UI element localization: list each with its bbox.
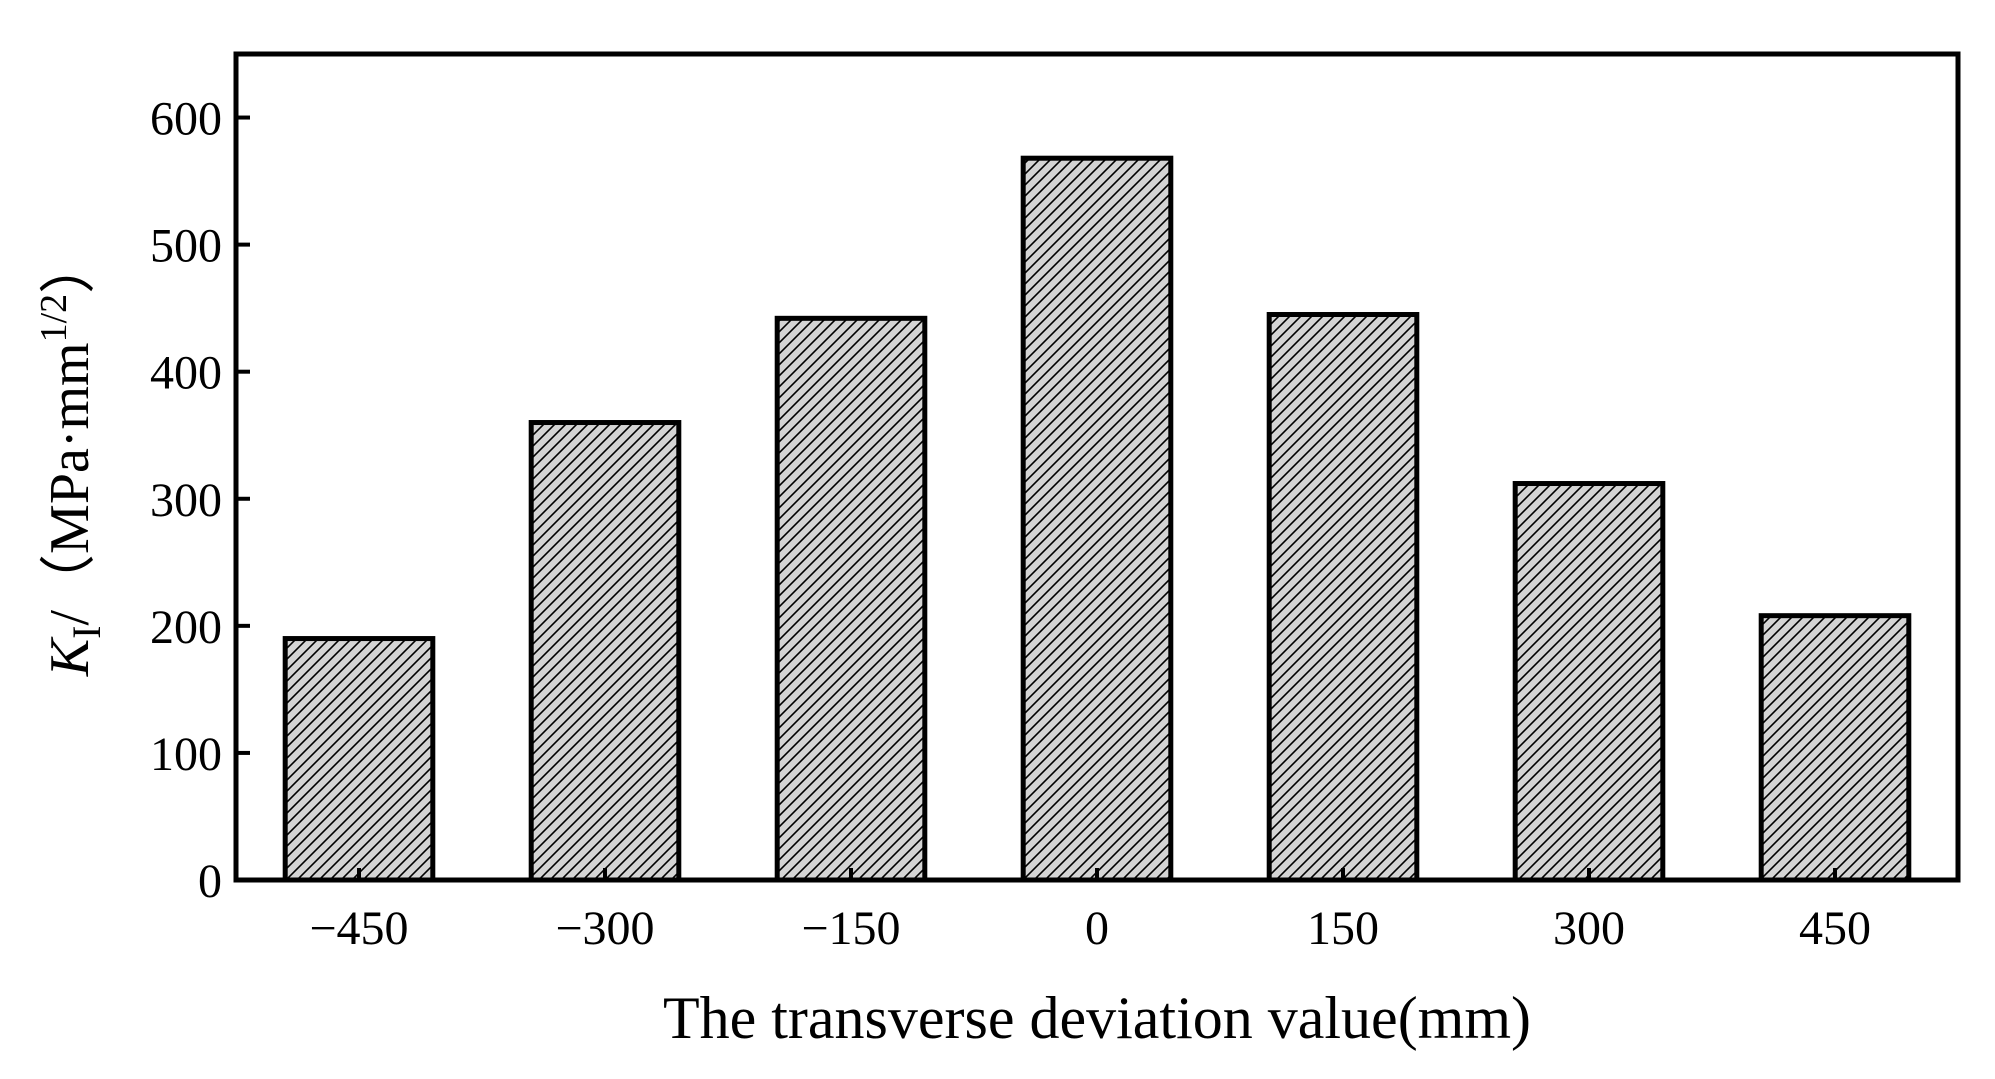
y-axis-unit-superscript: 1/2 <box>33 294 75 343</box>
y-tick-label-4: 400 <box>150 347 222 400</box>
y-tick-label-5: 500 <box>150 220 222 273</box>
x-tick-label-0: −450 <box>309 902 408 955</box>
y-tick-label-6: 600 <box>150 93 222 146</box>
bars-layer <box>282 155 1912 883</box>
bar-5 <box>1512 481 1666 883</box>
y-axis-title: KI/（MPa·mm1/2） <box>33 238 109 677</box>
y-axis-subscript: I <box>64 626 109 639</box>
bar-1 <box>528 420 682 883</box>
x-tick-label-6: 450 <box>1799 902 1871 955</box>
x-tick-label-3: 0 <box>1085 902 1109 955</box>
x-tick-label-5: 300 <box>1553 902 1625 955</box>
bar-2 <box>774 315 928 883</box>
bar-4 <box>1266 312 1420 883</box>
bar-3 <box>1020 155 1174 883</box>
plot-frame <box>233 51 1961 883</box>
y-tick-label-3: 300 <box>150 474 222 527</box>
bar-0 <box>282 636 436 883</box>
x-axis-ticks: −450 −300 −150 0 150 300 450 <box>309 868 1871 955</box>
y-tick-label-0: 0 <box>198 855 222 908</box>
bar-6 <box>1758 613 1912 883</box>
y-axis-ticks: 0 100 200 300 400 500 600 <box>150 93 250 908</box>
x-axis-title: The transverse deviation value(mm) <box>663 985 1531 1051</box>
y-tick-label-1: 100 <box>150 728 222 781</box>
x-tick-label-2: −150 <box>801 902 900 955</box>
y-tick-label-2: 200 <box>150 601 222 654</box>
y-axis-symbol: K <box>39 636 101 677</box>
x-tick-label-1: −300 <box>555 902 654 955</box>
y-axis-unit-prefix: /（MPa·mm <box>39 342 101 625</box>
x-tick-label-4: 150 <box>1307 902 1379 955</box>
y-axis-unit-suffix: ） <box>39 238 101 294</box>
